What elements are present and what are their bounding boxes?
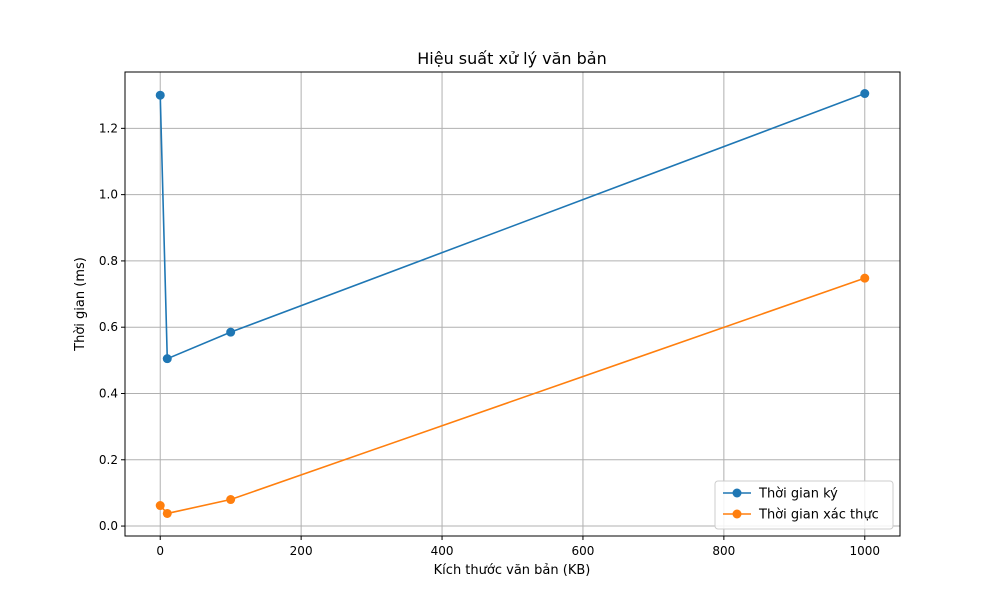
legend-marker-2 (732, 509, 742, 519)
y-tick-label: 1.0 (99, 188, 118, 202)
x-tick-label: 400 (431, 544, 454, 558)
y-axis-label: Thời gian (ms) (73, 257, 88, 352)
x-tick-label: 800 (712, 544, 735, 558)
data-point-series-2 (226, 495, 236, 505)
y-tick-label: 0.8 (99, 254, 118, 268)
plot-frame (124, 71, 901, 537)
y-tick-label: 0.4 (99, 386, 118, 400)
legend-marker-1 (732, 488, 742, 498)
legend-label-2: Thời gian xác thực (758, 508, 879, 523)
series-line-1 (159, 92, 866, 360)
x-tick-label: 1000 (849, 544, 880, 558)
x-tick-label: 0 (156, 544, 164, 558)
ticks: 0 200 400 600 800 1000 0.0 0.2 0.4 0.6 0.8 1.0 1.2 (99, 121, 880, 558)
legend: Thời gian ký Thời gian xác thực (714, 480, 894, 530)
data-point-series-1 (226, 327, 236, 337)
x-tick-label: 200 (290, 544, 313, 558)
data-point-series-1 (860, 89, 870, 99)
data-point-series-2 (155, 501, 165, 511)
y-tick-label: 0.2 (99, 453, 118, 467)
data-point-series-1 (162, 354, 172, 364)
y-tick-label: 1.2 (99, 121, 118, 135)
data-point-series-1 (155, 90, 165, 100)
chart-title: Hiệu suất xử lý văn bản (417, 49, 606, 68)
x-axis-label: Kích thước văn bản (KB) (434, 563, 591, 578)
legend-label-1: Thời gian ký (758, 487, 838, 502)
series-line-2 (159, 277, 866, 515)
data-point-series-2 (162, 508, 172, 518)
x-tick-label: 600 (572, 544, 595, 558)
legend-box (714, 480, 894, 530)
data-point-series-2 (860, 273, 870, 283)
series-layer (155, 89, 870, 518)
y-tick-label: 0.6 (99, 320, 118, 334)
y-tick-label: 0.0 (99, 519, 118, 533)
